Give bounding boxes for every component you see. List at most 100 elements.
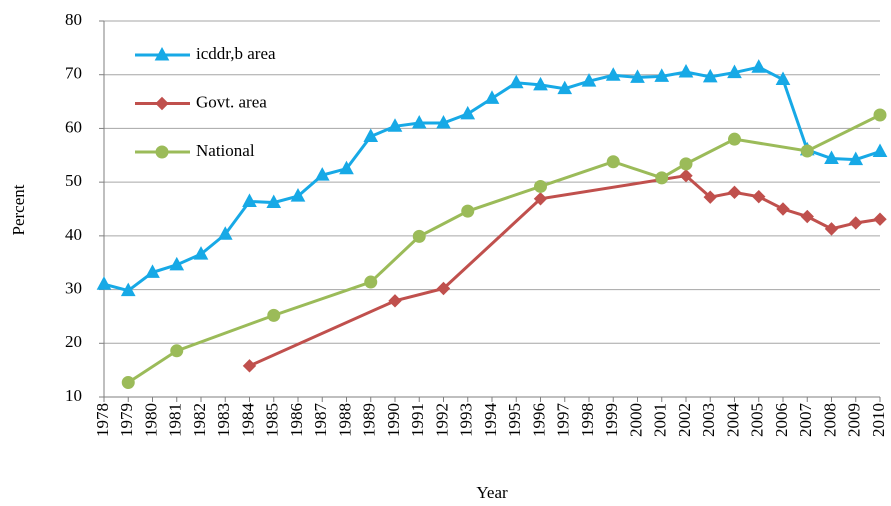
x-tick-label: 1995 <box>505 403 524 437</box>
data-point <box>242 193 257 207</box>
y-axis-label: Percent <box>9 184 28 235</box>
legend-label: icddr,b area <box>196 44 276 63</box>
x-tick-label: 1994 <box>481 403 500 438</box>
legend-marker <box>155 96 169 111</box>
x-tick-label: 1980 <box>141 403 160 437</box>
legend-marker <box>155 145 169 159</box>
data-point <box>679 168 693 183</box>
data-point <box>242 359 257 373</box>
data-point <box>728 132 741 146</box>
data-point <box>121 375 135 389</box>
x-tick-label: 2009 <box>845 403 864 437</box>
x-tick-label: 1996 <box>529 403 548 437</box>
x-tick-label: 2004 <box>723 403 742 438</box>
data-point <box>848 151 864 166</box>
data-point <box>267 308 281 322</box>
x-tick-label: 1982 <box>190 403 209 437</box>
data-point <box>775 71 791 86</box>
data-point <box>314 167 330 181</box>
x-axis-label: Year <box>476 483 508 502</box>
x-tick-label: 1986 <box>287 403 306 437</box>
data-point <box>800 144 814 158</box>
y-tick-label: 40 <box>65 225 82 244</box>
data-point <box>776 202 790 216</box>
data-point <box>145 264 160 278</box>
data-point <box>534 179 547 193</box>
data-point <box>873 108 887 122</box>
data-point <box>364 275 378 289</box>
data-point <box>630 69 645 83</box>
data-point <box>436 115 451 129</box>
x-tick-label: 1979 <box>117 403 136 437</box>
y-tick-label: 20 <box>65 332 82 351</box>
data-point <box>484 90 500 104</box>
data-point <box>170 344 184 358</box>
x-tick-label: 1981 <box>166 403 185 437</box>
data-point <box>727 185 742 200</box>
data-point <box>873 212 887 226</box>
x-tick-label: 2000 <box>626 403 645 437</box>
y-tick-label: 50 <box>65 171 82 190</box>
x-tick-label: 2005 <box>748 403 767 437</box>
data-point <box>120 282 136 297</box>
data-point <box>679 157 693 171</box>
data-point <box>412 229 426 243</box>
data-point <box>655 171 669 185</box>
x-tick-label: 1998 <box>578 403 597 437</box>
data-point <box>849 216 863 230</box>
x-tick-label: 1989 <box>360 403 379 437</box>
data-point <box>727 64 742 79</box>
x-tick-label: 1988 <box>335 403 354 437</box>
x-tick-label: 1984 <box>238 403 257 438</box>
data-point <box>824 222 839 236</box>
x-tick-label: 2010 <box>869 403 888 437</box>
data-point <box>460 105 476 120</box>
data-point <box>387 118 403 132</box>
legend-label: Govt. area <box>196 92 267 111</box>
data-point <box>169 256 185 271</box>
data-point <box>703 190 717 204</box>
x-tick-label: 1985 <box>263 403 282 437</box>
x-tick-label: 2007 <box>796 403 815 438</box>
data-point <box>872 143 888 158</box>
legend-label: National <box>196 141 255 160</box>
series-line <box>248 174 881 368</box>
x-tick-label: 2002 <box>675 403 694 437</box>
x-tick-label: 2001 <box>651 403 670 437</box>
x-tick-label: 1991 <box>408 403 427 437</box>
data-point <box>581 73 597 87</box>
x-tick-label: 1987 <box>311 403 330 438</box>
data-point <box>751 59 767 73</box>
x-tick-label: 2006 <box>772 403 791 437</box>
data-point <box>654 68 670 82</box>
legend-marker <box>154 46 170 61</box>
data-point <box>702 68 718 83</box>
x-tick-label: 1999 <box>602 403 621 437</box>
data-point <box>363 128 379 142</box>
x-tick-label: 1983 <box>214 403 233 437</box>
y-tick-label: 60 <box>65 117 82 136</box>
x-tick-label: 2008 <box>820 403 839 437</box>
data-point <box>436 281 451 296</box>
data-point <box>824 150 839 165</box>
x-tick-label: 1992 <box>432 403 451 437</box>
data-point <box>217 226 233 240</box>
data-point <box>193 246 209 260</box>
data-point <box>752 189 766 204</box>
y-tick-label: 70 <box>65 64 82 83</box>
y-tick-label: 30 <box>65 278 82 297</box>
data-point <box>339 160 354 175</box>
data-point <box>533 192 548 206</box>
y-tick-label: 10 <box>65 386 82 405</box>
y-tick-label: 80 <box>65 10 82 29</box>
data-point <box>508 74 524 89</box>
data-point <box>388 294 402 308</box>
data-point <box>533 76 548 91</box>
data-point <box>290 188 306 202</box>
data-point <box>411 115 427 129</box>
data-point <box>96 276 112 290</box>
data-point <box>557 80 573 95</box>
data-point <box>606 155 620 169</box>
